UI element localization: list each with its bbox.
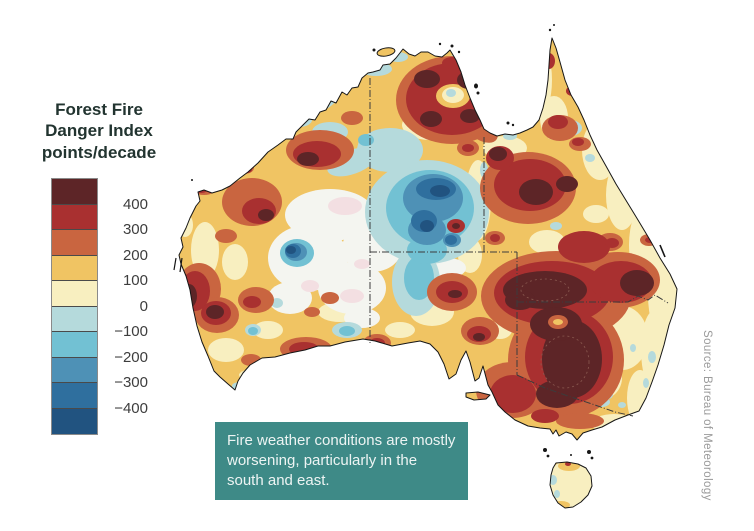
- legend-label: 200: [122, 246, 148, 264]
- caption-text: Fire weather conditions are mostly worse…: [227, 432, 456, 489]
- legend-swatch: [52, 332, 97, 358]
- legend-swatch: [52, 255, 97, 281]
- legend-label: 0: [139, 297, 148, 315]
- mainland-outline: [178, 37, 678, 441]
- legend-label: −100: [114, 323, 148, 340]
- kangaroo-island-outline: [465, 391, 491, 401]
- legend-title-line: Forest Fire: [55, 100, 143, 119]
- legend-label: 400: [122, 195, 148, 213]
- legend-swatch: [52, 204, 97, 230]
- legend-title: Forest Fire Danger Index points/decade: [18, 99, 180, 163]
- legend-swatch: [52, 383, 97, 409]
- tasmania-outline: [549, 461, 593, 509]
- legend-swatch: [52, 306, 97, 332]
- caption-box: Fire weather conditions are mostly worse…: [215, 422, 468, 501]
- legend-swatch: [52, 281, 97, 307]
- coastline: [178, 37, 678, 509]
- small-islands: [173, 24, 666, 460]
- state-borders: [369, 78, 669, 417]
- legend-label: −200: [114, 348, 148, 366]
- legend-title-line: Danger Index: [45, 121, 153, 141]
- legend-label: 100: [122, 272, 148, 289]
- melville-island: [376, 47, 396, 57]
- legend-label: 300: [122, 221, 148, 238]
- legend-swatch: [52, 408, 97, 434]
- legend-title-line: points/decade: [41, 142, 157, 162]
- legend-swatch: [52, 179, 97, 205]
- legend-label: −300: [114, 374, 148, 391]
- legend-label: −400: [114, 399, 148, 417]
- legend-swatch: [52, 230, 97, 256]
- source-credit: Source: Bureau of Meteorology: [701, 330, 713, 501]
- legend-colorbar: [51, 178, 98, 435]
- legend-swatch: [52, 357, 97, 383]
